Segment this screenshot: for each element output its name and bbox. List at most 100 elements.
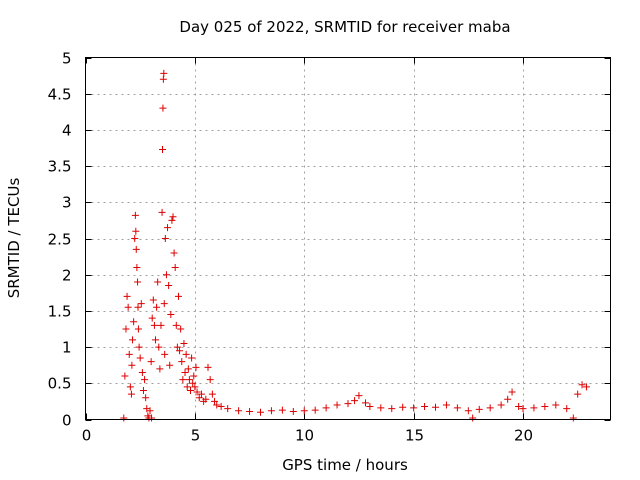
y-tick-label: 3 <box>62 194 72 212</box>
data-point <box>193 388 201 396</box>
data-point <box>432 403 439 411</box>
data-point <box>475 405 483 413</box>
data-point <box>300 407 308 415</box>
data-point <box>156 365 164 373</box>
data-point <box>174 292 182 300</box>
data-point <box>147 358 155 366</box>
y-tick-label: 4.5 <box>48 86 72 104</box>
data-point <box>128 361 136 369</box>
data-point <box>246 408 254 416</box>
data-point <box>421 402 429 410</box>
data-point <box>138 368 146 376</box>
data-point <box>195 394 203 402</box>
data-point <box>442 401 450 409</box>
data-point <box>171 263 179 271</box>
data-point <box>179 376 187 384</box>
data-point <box>135 343 143 351</box>
data-point <box>185 376 193 384</box>
chart-title: Day 025 of 2022, SRMTID for receiver mab… <box>179 18 510 36</box>
data-point <box>132 227 140 235</box>
data-point <box>176 347 184 355</box>
data-point <box>190 372 198 380</box>
data-point <box>141 376 149 384</box>
y-tick-label: 1 <box>62 339 72 357</box>
y-tick-label: 2.5 <box>48 231 72 249</box>
axis-ticks: 0 5 10 15 20 0 0.5 1 1.5 2 2.5 3 3.5 4 4.5 5 <box>48 50 611 445</box>
x-tick-label: 10 <box>295 427 314 445</box>
data-point <box>486 404 494 412</box>
data-point <box>344 400 352 408</box>
data-point <box>136 354 144 362</box>
data-point <box>191 383 199 391</box>
data-point <box>131 235 139 242</box>
data-point <box>399 403 407 411</box>
data-point <box>180 339 188 347</box>
data-point <box>519 405 527 413</box>
data-point <box>134 278 142 286</box>
data-point <box>126 383 134 391</box>
data-point <box>170 249 178 257</box>
data-point <box>322 404 330 412</box>
data-point <box>464 407 472 415</box>
data-point <box>541 402 549 410</box>
data-point <box>160 300 168 308</box>
y-tick-label: 4 <box>62 122 72 140</box>
data-point <box>159 104 167 112</box>
data-point <box>189 379 197 387</box>
data-point <box>177 325 185 333</box>
data-point <box>563 405 571 413</box>
data-point <box>508 388 516 396</box>
data-point <box>267 407 275 415</box>
data-point <box>582 383 590 391</box>
y-tick-label: 0.5 <box>48 375 72 393</box>
data-point <box>333 401 341 409</box>
grid-lines <box>85 57 611 420</box>
data-point <box>149 296 157 304</box>
data-point <box>188 354 196 362</box>
data-point <box>453 404 461 412</box>
data-point <box>134 303 142 311</box>
data-point <box>515 402 523 410</box>
data-point <box>168 216 176 224</box>
data-point <box>351 397 359 405</box>
data-point <box>122 325 130 333</box>
data-point <box>127 390 135 398</box>
data-point <box>182 350 190 358</box>
data-point <box>235 407 243 415</box>
data-point <box>552 401 560 409</box>
data-point <box>159 145 166 153</box>
data-point <box>153 303 161 311</box>
y-axis-label: SRMTID / TECUs <box>5 178 23 299</box>
data-point <box>148 314 156 322</box>
y-tick-label: 3.5 <box>48 158 72 176</box>
data-point <box>211 397 219 405</box>
data-point <box>167 311 175 319</box>
data-point <box>578 381 586 389</box>
data-point <box>124 303 132 311</box>
data-point <box>311 406 319 414</box>
data-point <box>377 404 385 412</box>
plot-frame <box>85 57 611 420</box>
y-tick-label: 0 <box>62 412 72 430</box>
data-point <box>530 404 538 412</box>
data-point <box>388 405 396 413</box>
data-point <box>469 414 477 422</box>
data-point <box>173 343 181 351</box>
data-point <box>160 69 168 77</box>
data-point <box>121 372 129 380</box>
data-point <box>146 407 154 415</box>
x-tick-label: 0 <box>82 427 92 445</box>
data-point <box>165 282 173 290</box>
data-point <box>362 399 369 407</box>
data-point <box>142 394 150 402</box>
data-point <box>154 278 162 286</box>
data-point <box>184 365 192 373</box>
data-point <box>130 318 138 326</box>
data-point <box>148 414 156 422</box>
y-tick-label: 2 <box>62 267 72 285</box>
data-point <box>181 368 189 376</box>
data-point <box>224 405 232 413</box>
data-point <box>152 336 159 344</box>
data-point <box>204 363 212 371</box>
